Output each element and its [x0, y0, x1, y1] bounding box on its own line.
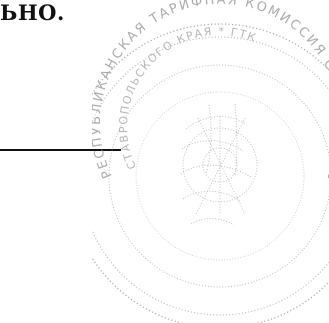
- text-fragment: ЬНО.: [0, 0, 65, 25]
- signature-line: [0, 149, 121, 151]
- svg-text:СТАВРОПОЛЬСКОГО КРАЯ * ГТК: СТАВРОПОЛЬСКОГО КРАЯ * ГТК: [117, 25, 259, 171]
- official-stamp-icon: РЕСПУБЛИКАНСКАЯ ТАРИФНАЯ КОМИССИЯ СТАВРО…: [92, 0, 329, 323]
